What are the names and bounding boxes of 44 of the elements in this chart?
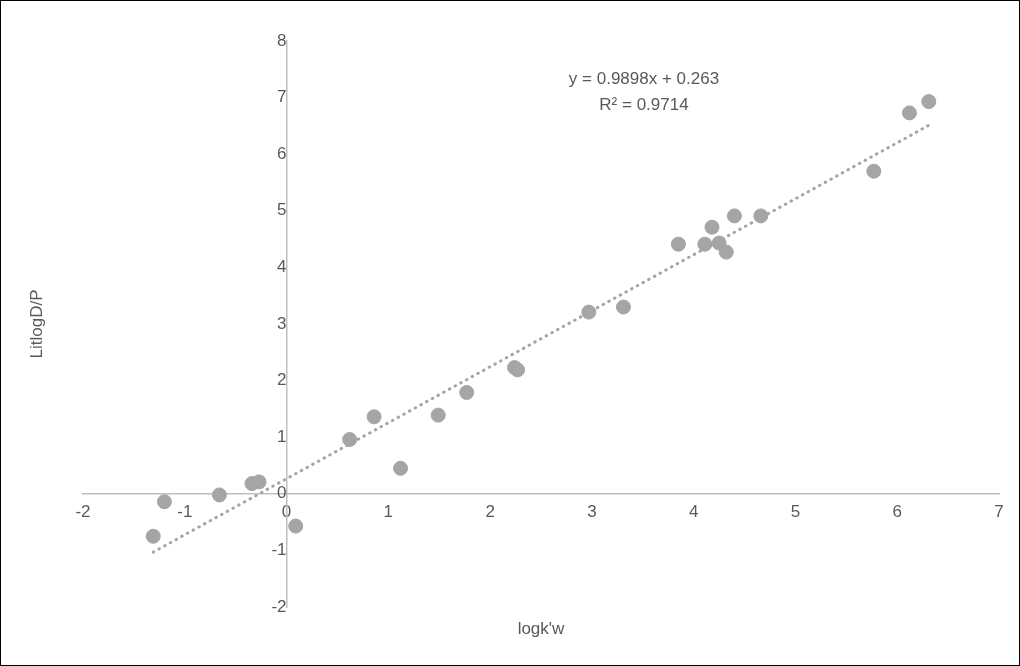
point: [459, 384, 475, 400]
x-tick-label: 2: [485, 501, 495, 521]
point: [156, 494, 172, 510]
point: [615, 299, 631, 315]
y-tick-label: 6: [277, 143, 287, 163]
x-tick-label: 1: [383, 501, 394, 521]
y-tick-label: 7: [277, 87, 287, 107]
x-tick-label: 3: [587, 501, 597, 521]
point: [753, 208, 769, 224]
point: [704, 219, 720, 235]
point: [342, 431, 358, 447]
x-tick-label: 4: [688, 501, 699, 521]
point: [866, 163, 882, 179]
y-tick-label: 2: [277, 370, 287, 390]
x-axis-title: logk'w: [517, 618, 566, 638]
y-tick-label: -1: [271, 540, 287, 560]
x-tick-label: 6: [892, 501, 902, 521]
point: [288, 518, 304, 534]
y-tick-label: 8: [277, 30, 287, 50]
y-axis-title: LitlogD/P: [26, 289, 46, 359]
point: [670, 236, 686, 252]
x-tick-label: -1: [177, 501, 193, 521]
y-tick-label: 0: [277, 483, 287, 503]
x-tick-label: 7: [994, 501, 1004, 521]
point: [726, 208, 742, 224]
point: [581, 304, 597, 320]
annotation: R² = 0.9714: [599, 94, 689, 114]
point: [430, 407, 446, 423]
y-tick-label: 4: [277, 257, 287, 277]
point: [393, 460, 409, 476]
x-tick-label: 5: [790, 501, 801, 521]
x-tick-label: -2: [75, 501, 91, 521]
point: [145, 528, 161, 544]
y-tick-label: 3: [277, 313, 287, 333]
y-tick-label: -2: [271, 596, 287, 616]
y-tick-label: 5: [277, 200, 287, 220]
point: [901, 105, 917, 121]
point: [718, 244, 734, 260]
point: [211, 487, 227, 503]
annotation: y = 0.9898x + 0.263: [568, 68, 720, 88]
point: [366, 409, 382, 425]
point: [697, 236, 713, 252]
point: [921, 94, 937, 110]
y-tick-label: 1: [277, 426, 287, 446]
